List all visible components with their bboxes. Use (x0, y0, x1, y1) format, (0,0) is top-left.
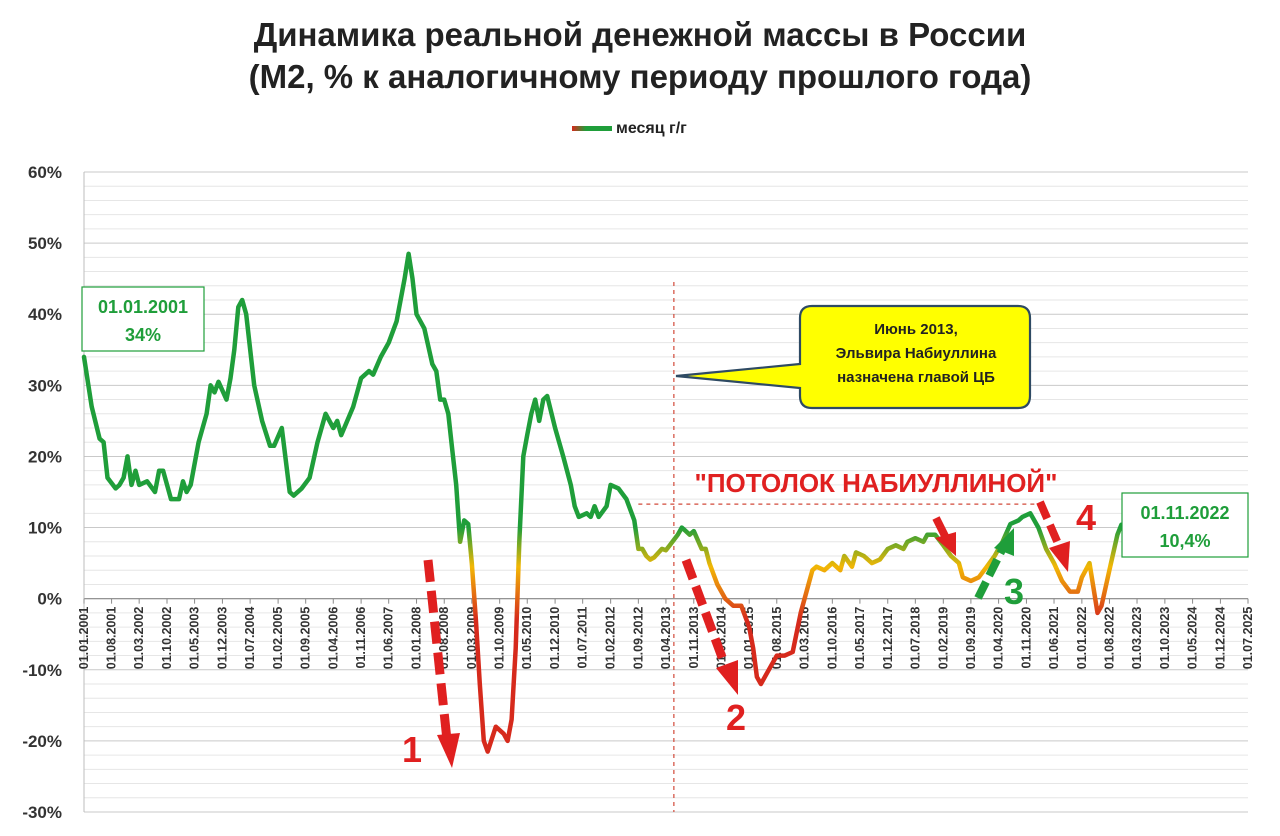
x-tick-label: 01.04.2006 (326, 607, 340, 670)
x-tick-label: 01.02.2005 (271, 607, 285, 670)
start-label-box: 01.01.2001 34% (81, 286, 205, 352)
annotations: 01.01.2001 34% 01.11.2022 10,4% Июнь 201… (81, 286, 1249, 770)
x-tick-label: 01.10.2009 (493, 607, 507, 670)
ceiling-label: "ПОТОЛОК НАБИУЛЛИНОЙ" (695, 468, 1058, 498)
x-tick-label: 01.06.2014 (714, 607, 728, 670)
x-tick-label: 01.04.2020 (992, 607, 1006, 670)
x-tick-label: 01.01.2001 (77, 607, 91, 670)
end-label-box: 01.11.2022 10,4% (1121, 492, 1249, 558)
grid (84, 171, 1248, 813)
x-tick-label: 01.10.2002 (160, 607, 174, 670)
y-tick-label: -10% (22, 661, 62, 680)
x-tick-label: 01.05.2017 (853, 607, 867, 670)
x-tick-label: 01.12.2010 (548, 607, 562, 670)
start-label-date: 01.01.2001 (98, 297, 188, 317)
x-tick-label: 01.03.2002 (132, 607, 146, 670)
callout-line-3: назначена главой ЦБ (837, 369, 995, 386)
x-tick-label: 01.09.2005 (299, 607, 313, 670)
x-tick-label: 01.10.2016 (825, 607, 839, 670)
callout-line-1: Июнь 2013, (874, 321, 958, 338)
y-tick-label: -30% (22, 803, 62, 822)
callout-bubble: Июнь 2013, Эльвира Набиуллина назначена … (675, 304, 1032, 410)
x-tick-label: 01.12.2024 (1213, 607, 1227, 670)
end-label-date: 01.11.2022 (1140, 503, 1229, 523)
x-tick-label: 01.06.2021 (1047, 607, 1061, 670)
chart-title: Динамика реальной денежной массы в Росси… (253, 16, 1027, 53)
x-tick-label: 01.09.2012 (631, 607, 645, 670)
axes: 60% 50% 40% 30% 20% 10% 0% -10% -20% -30% 01.01.20… (22, 163, 1255, 822)
y-tick-label: 0% (37, 590, 62, 609)
x-tick-label: 01.11.2013 (687, 607, 701, 669)
x-tick-label: 01.08.2001 (105, 607, 119, 670)
reference-lines (638, 282, 1039, 812)
series-line (81, 251, 1124, 754)
x-tick-label: 01.02.2012 (604, 607, 618, 670)
x-tick-label: 01.08.2022 (1102, 607, 1116, 670)
x-tick-label: 01.11.2020 (1019, 607, 1033, 669)
x-tick-label: 01.06.2007 (382, 607, 396, 670)
marker-1: 1 (402, 729, 422, 770)
x-tick-label: 01.09.2019 (964, 607, 978, 670)
x-tick-label: 01.01.2022 (1075, 607, 1089, 670)
series-layer (81, 251, 1124, 754)
y-tick-label: 10% (28, 519, 62, 538)
x-tick-label: 01.05.2024 (1186, 607, 1200, 670)
y-tick-label: -20% (22, 732, 62, 751)
end-label-value: 10,4% (1159, 531, 1210, 551)
x-tick-label: 01.11.2006 (354, 607, 368, 669)
y-tick-label: 40% (28, 305, 62, 324)
y-tick-label: 60% (28, 163, 62, 182)
callout-line-2: Эльвира Набиуллина (836, 345, 997, 362)
arrow-3 (974, 528, 1014, 600)
x-tick-label: 01.12.2003 (215, 607, 229, 670)
marker-3: 3 (1004, 571, 1024, 612)
arrow-1 (423, 559, 460, 768)
x-tick-label: 01.07.2011 (576, 607, 590, 669)
x-tick-label: 01.02.2019 (936, 607, 950, 670)
arrow-2 (681, 558, 738, 695)
x-tick-label: 01.05.2010 (520, 607, 534, 670)
start-label-value: 34% (125, 325, 161, 345)
x-tick-label: 01.01.2008 (410, 607, 424, 670)
marker-4: 4 (1076, 497, 1096, 538)
legend: месяц г/г (572, 120, 687, 137)
x-tick-label: 01.03.2023 (1130, 607, 1144, 670)
legend-label: месяц г/г (616, 120, 687, 137)
chart-subtitle: (М2, % к аналогичному периоду прошлого г… (248, 58, 1032, 95)
x-tick-label: 01.05.2003 (188, 607, 202, 670)
x-tick-label: 01.07.2004 (243, 607, 257, 670)
x-tick-label: 01.07.2018 (908, 607, 922, 670)
y-tick-label: 50% (28, 234, 62, 253)
y-tick-label: 20% (28, 447, 62, 466)
arrow-4 (1036, 500, 1070, 572)
x-tick-label: 01.10.2023 (1158, 607, 1172, 670)
x-tick-label: 01.12.2017 (881, 607, 895, 670)
legend-swatch (572, 126, 612, 131)
marker-2: 2 (726, 697, 746, 738)
x-tick-label: 01.04.2013 (659, 607, 673, 670)
x-tick-label: 01.07.2025 (1241, 607, 1255, 670)
arrow-4b (932, 516, 956, 556)
y-tick-label: 30% (28, 376, 62, 395)
